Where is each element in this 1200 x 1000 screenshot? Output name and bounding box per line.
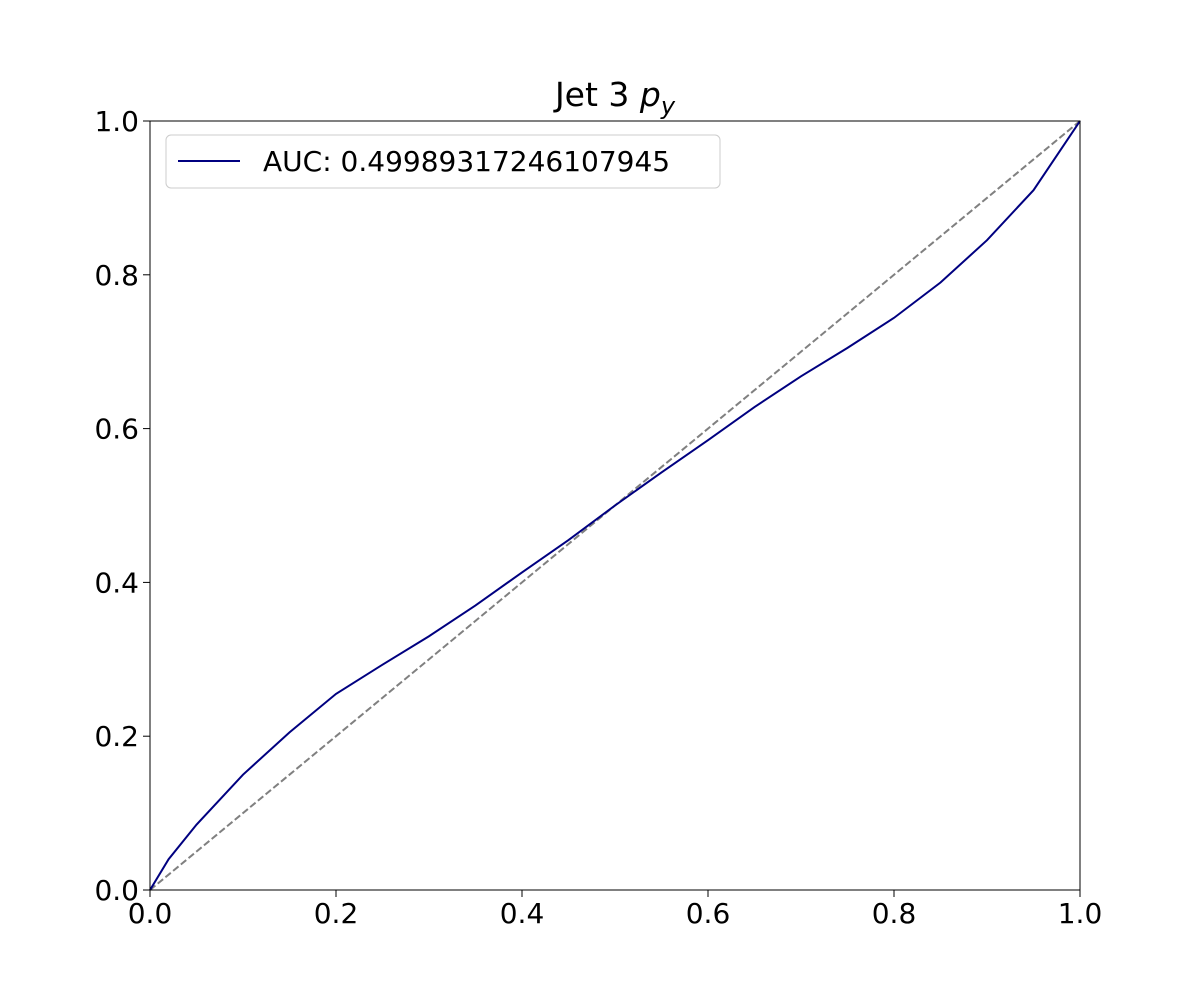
y-tick-label: 0.6 [94, 413, 139, 446]
title-symbol: p [639, 75, 661, 114]
title-subscript: y [660, 92, 676, 120]
y-tick-label: 0.0 [94, 874, 139, 907]
y-tick-label: 0.4 [94, 566, 139, 599]
x-tick-label: 1.0 [1058, 897, 1103, 930]
series-line [149, 120, 1081, 891]
chart-title: Jet 3 py [553, 75, 676, 120]
title-text: Jet 3 [553, 75, 629, 114]
plot-frame [149, 120, 1081, 891]
x-tick-label: 0.6 [686, 897, 731, 930]
legend-label: AUC: 0.49989317246107945 [263, 145, 670, 178]
y-tick-label: 0.2 [94, 720, 139, 753]
y-tick-label: 0.8 [94, 259, 139, 292]
y-tick-label: 1.0 [94, 105, 139, 138]
x-tick-label: 0.0 [128, 897, 173, 930]
x-tick-label: 0.4 [500, 897, 545, 930]
legend-box [165, 134, 721, 189]
x-tick-label: 0.8 [872, 897, 917, 930]
x-tick-label: 0.2 [314, 897, 359, 930]
